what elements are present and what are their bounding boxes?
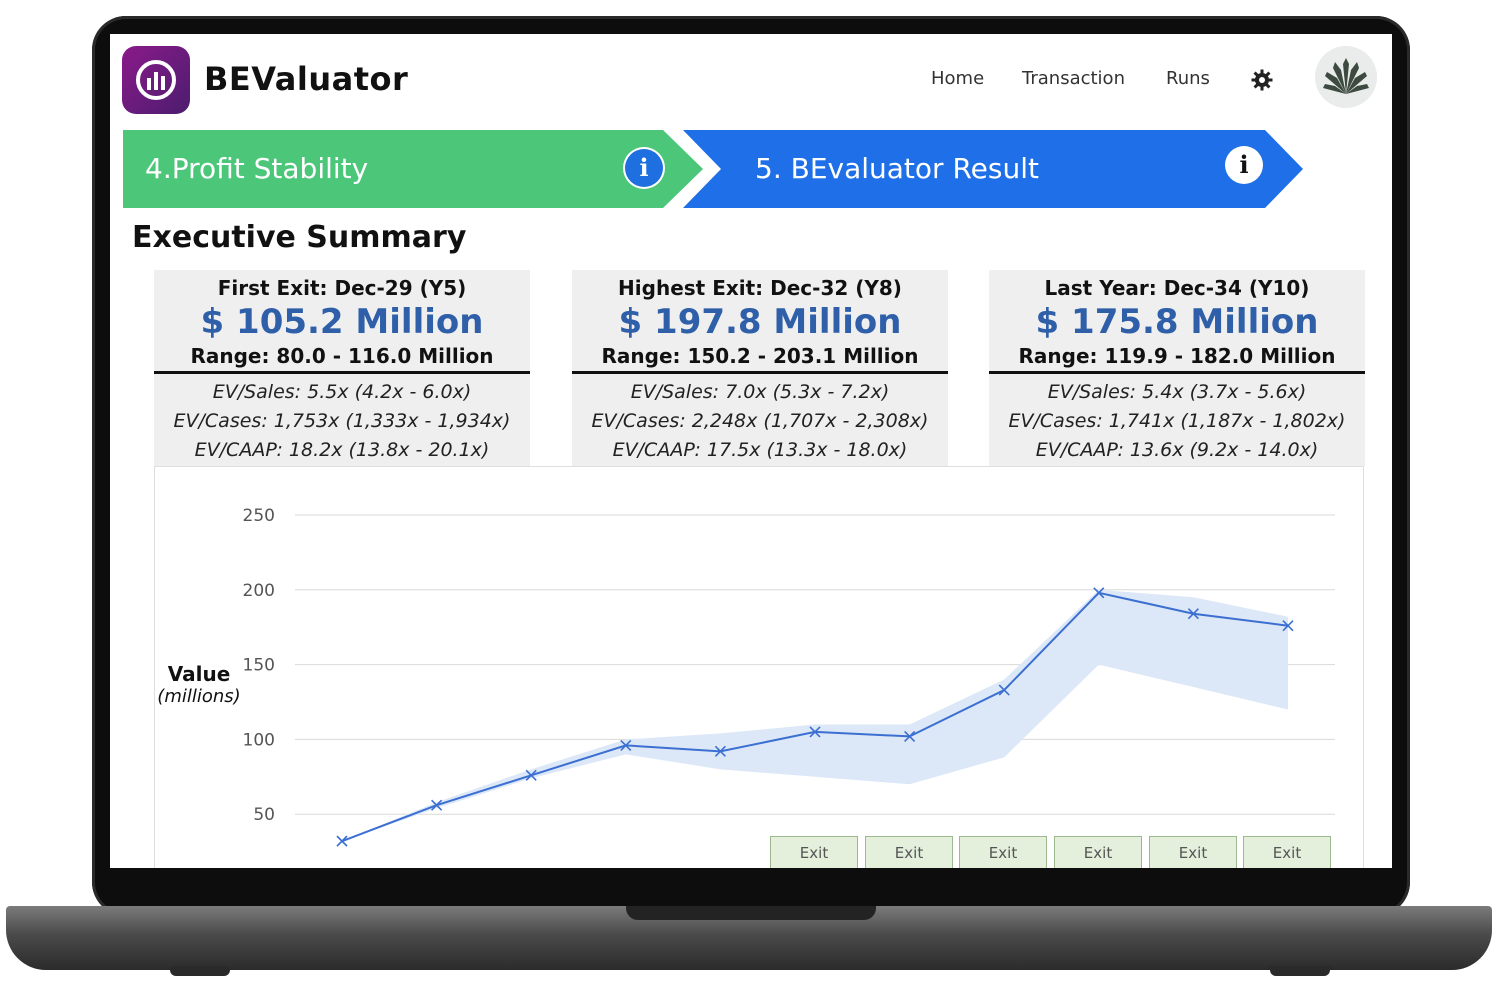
range-band [342,589,1288,842]
laptop-base-groove [626,906,876,920]
card-value: $ 175.8 Million [1035,302,1319,342]
exit-button[interactable]: Exit [1243,836,1331,868]
card-value: $ 197.8 Million [618,302,902,342]
card-range: Range: 150.2 - 203.1 Million [572,344,948,374]
card-range: Range: 80.0 - 116.0 Million [154,344,530,374]
data-point [714,745,726,757]
data-point [1093,587,1105,599]
nav-home[interactable]: Home [931,68,985,89]
y-axis-title: Value [167,662,231,686]
user-avatar[interactable] [1315,46,1377,108]
value-chart: 50 100 150 200 250 [154,466,1364,868]
ev-caap: EV/CAAP: 17.5x (13.3x - 18.0x) [612,439,908,461]
step-profit-stability[interactable]: 4.Profit Stability i [123,130,703,208]
exit-button[interactable]: Exit [770,836,858,868]
data-point [431,799,443,811]
card-value: $ 105.2 Million [200,302,484,342]
bevaluator-logo[interactable] [122,46,190,114]
card-range: Range: 119.9 - 182.0 Million [989,344,1365,374]
exit-button[interactable]: Exit [1149,836,1237,868]
data-point [1187,608,1199,620]
ev-cases: EV/Cases: 1,753x (1,333x - 1,934x) [173,410,511,432]
ev-sales: EV/Sales: 7.0x (5.3x - 7.2x) [630,381,890,403]
exit-button[interactable]: Exit [865,836,953,868]
data-point [620,739,632,751]
card-exit-label: Last Year: Dec-34 (Y10) [1044,276,1310,300]
camera-notch [680,30,820,36]
card-exit-label: First Exit: Dec-29 (Y5) [217,276,467,300]
summary-card-highest-exit: Highest Exit: Dec-32 (Y8) $ 197.8 Millio… [572,270,948,466]
brand-name: BEValuator [204,60,409,98]
step-arrow-shape [683,130,1303,208]
summary-card-first-exit: First Exit: Dec-29 (Y5) $ 105.2 Million … [154,270,530,466]
info-icon[interactable]: i [1225,146,1263,184]
data-point [998,684,1010,696]
app-screen: BEValuator Home Transaction Runs [110,34,1392,868]
ev-sales: EV/Sales: 5.5x (4.2x - 6.0x) [212,381,472,403]
y-tick-label: 250 [243,506,275,526]
info-icon[interactable]: i [625,149,663,187]
summary-card-last-year: Last Year: Dec-34 (Y10) $ 175.8 Million … [989,270,1365,466]
section-title: Executive Summary [132,220,467,255]
step-label: 4.Profit Stability [145,152,369,185]
agave-icon [1323,58,1369,94]
nav-runs[interactable]: Runs [1166,68,1210,89]
ev-caap: EV/CAAP: 13.6x (9.2x - 14.0x) [1035,439,1319,461]
data-point [809,726,821,738]
nav-transaction[interactable]: Transaction [1022,68,1125,89]
data-point [525,769,537,781]
y-axis-label: Value (millions) [154,662,244,707]
gear-icon[interactable] [1250,68,1274,92]
chart-plot: 50 100 150 200 250 [243,506,1335,847]
step-bevaluator-result[interactable]: 5. BEvaluator Result i [683,130,1305,208]
card-exit-label: Highest Exit: Dec-32 (Y8) [618,276,902,300]
laptop-foot [170,966,230,976]
data-point [1282,620,1294,632]
laptop-foot [1270,966,1330,976]
step-arrow-shape [123,130,703,208]
ev-caap: EV/CAAP: 18.2x (13.8x - 20.1x) [194,439,490,461]
exit-button[interactable]: Exit [959,836,1047,868]
exit-button[interactable]: Exit [1054,836,1142,868]
chart-icon [136,60,176,100]
y-tick-label: 200 [243,581,275,601]
y-tick-label: 150 [243,656,275,676]
ev-sales: EV/Sales: 5.4x (3.7x - 5.6x) [1047,381,1307,403]
y-tick-label: 100 [243,730,275,750]
step-label: 5. BEvaluator Result [755,152,1039,185]
data-point [336,835,348,847]
ev-cases: EV/Cases: 1,741x (1,187x - 1,802x) [1008,410,1346,432]
y-tick-label: 50 [253,805,275,825]
data-point [904,730,916,742]
y-axis-unit: (millions) [157,686,241,707]
ev-cases: EV/Cases: 2,248x (1,707x - 2,308x) [591,410,929,432]
